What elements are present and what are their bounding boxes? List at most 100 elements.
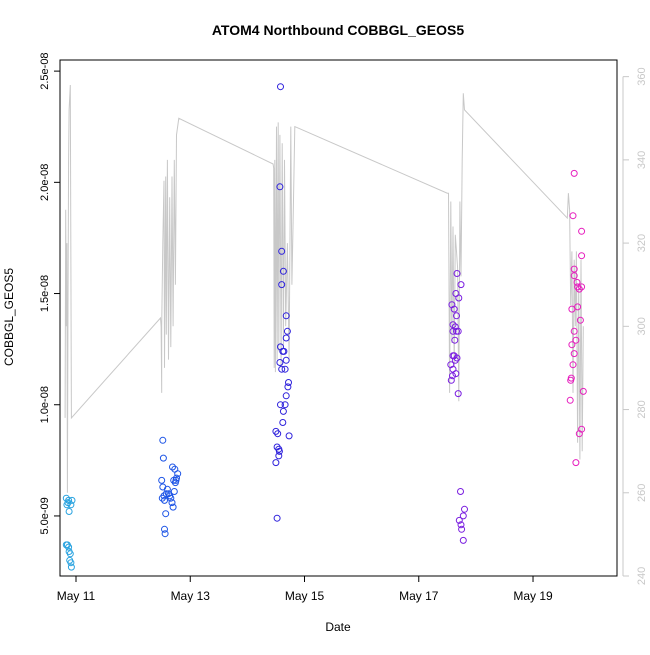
data-point-series-2 bbox=[275, 447, 283, 455]
data-point-series-2 bbox=[281, 365, 289, 373]
data-point-series-4 bbox=[567, 376, 575, 384]
data-point-series-0 bbox=[63, 501, 71, 509]
data-point-series-2 bbox=[277, 83, 284, 91]
data-point-series-1 bbox=[170, 488, 178, 495]
data-point-series-1 bbox=[161, 525, 168, 533]
data-point-series-2 bbox=[275, 452, 283, 460]
x-axis-label: Date bbox=[325, 620, 351, 634]
data-point-series-0 bbox=[67, 501, 75, 509]
y2-axis: 240 260 280 300 320 340 360 bbox=[622, 67, 648, 585]
data-point-series-3 bbox=[455, 294, 463, 302]
data-point-series-4 bbox=[570, 350, 578, 358]
y2-tick-label: 280 bbox=[636, 400, 648, 418]
data-point-series-1 bbox=[161, 530, 169, 538]
data-point-series-3 bbox=[457, 521, 465, 529]
data-point-series-2 bbox=[278, 281, 286, 289]
y2-tick-label: 360 bbox=[636, 67, 648, 85]
data-point-series-1 bbox=[163, 485, 171, 493]
data-point-series-2 bbox=[277, 401, 284, 409]
data-point-series-2 bbox=[279, 407, 287, 415]
data-point-series-2 bbox=[282, 312, 290, 320]
scatter-points-layer bbox=[62, 83, 587, 571]
data-point-series-1 bbox=[169, 503, 177, 511]
data-point-series-3 bbox=[451, 356, 459, 364]
data-point-series-4 bbox=[570, 327, 578, 335]
x-tick-label: May 17 bbox=[399, 589, 439, 603]
secondary-series-line bbox=[64, 84, 584, 493]
data-point-series-4 bbox=[568, 305, 576, 313]
data-point-series-4 bbox=[570, 169, 578, 177]
data-point-series-2 bbox=[276, 183, 284, 191]
data-point-series-3 bbox=[455, 516, 463, 524]
y-axis: 5.0e-09 1.0e-08 1.5e-08 2.0e-08 2.5e-08 bbox=[39, 52, 60, 535]
data-point-series-1 bbox=[159, 436, 167, 444]
data-point-series-3 bbox=[454, 327, 462, 335]
data-point-series-3 bbox=[459, 536, 467, 544]
data-point-series-2 bbox=[272, 427, 280, 435]
plot-frame bbox=[59, 59, 618, 577]
y-tick-label: 2.0e-08 bbox=[39, 164, 51, 201]
data-point-series-2 bbox=[279, 267, 287, 275]
data-point-series-2 bbox=[278, 247, 286, 255]
data-point-series-2 bbox=[282, 356, 290, 364]
data-point-series-3 bbox=[449, 321, 457, 329]
data-point-series-2 bbox=[273, 514, 281, 522]
data-point-series-0 bbox=[68, 496, 76, 504]
data-point-series-3 bbox=[453, 270, 461, 277]
x-tick-label: May 19 bbox=[513, 589, 553, 603]
x-tick-label: May 11 bbox=[57, 589, 96, 603]
data-point-series-3 bbox=[459, 512, 467, 520]
data-point-series-3 bbox=[457, 488, 464, 495]
data-point-series-2 bbox=[282, 334, 290, 342]
y-tick-label: 1.0e-08 bbox=[39, 386, 51, 423]
data-point-series-3 bbox=[449, 327, 457, 335]
data-point-series-4 bbox=[569, 361, 577, 369]
data-point-series-4 bbox=[572, 336, 580, 344]
data-point-series-1 bbox=[159, 454, 167, 462]
data-point-series-2 bbox=[285, 379, 292, 386]
data-point-series-3 bbox=[453, 312, 460, 320]
data-point-series-4 bbox=[575, 285, 583, 293]
data-point-series-4 bbox=[570, 272, 578, 280]
data-point-series-4 bbox=[578, 227, 586, 235]
x-axis: May 11 May 13 May 15 May 17 May 19 bbox=[57, 576, 553, 603]
y2-tick-label: 240 bbox=[636, 567, 648, 585]
data-point-series-2 bbox=[284, 383, 292, 391]
y2-tick-label: 320 bbox=[636, 234, 648, 252]
data-point-series-4 bbox=[574, 283, 582, 291]
data-point-series-0 bbox=[65, 543, 73, 551]
y2-tick-label: 340 bbox=[636, 151, 648, 169]
data-point-series-1 bbox=[161, 496, 168, 504]
data-point-series-1 bbox=[172, 476, 180, 484]
data-point-series-4 bbox=[576, 316, 584, 324]
data-point-series-4 bbox=[573, 278, 581, 286]
y-tick-label: 1.5e-08 bbox=[39, 275, 51, 312]
data-point-series-3 bbox=[450, 305, 458, 313]
data-point-series-0 bbox=[65, 508, 73, 515]
data-point-series-3 bbox=[451, 336, 459, 344]
data-point-series-3 bbox=[454, 390, 462, 398]
y2-tick-label: 300 bbox=[636, 317, 648, 335]
data-point-series-2 bbox=[279, 347, 287, 355]
x-tick-label: May 15 bbox=[285, 589, 325, 603]
data-point-series-1 bbox=[171, 465, 179, 473]
x-tick-label: May 13 bbox=[171, 589, 211, 603]
data-point-series-3 bbox=[461, 505, 468, 513]
data-point-series-2 bbox=[283, 327, 291, 335]
chart-title: ATOM4 Northbound COBBGL_GEOS5 bbox=[212, 22, 464, 38]
data-point-series-4 bbox=[568, 341, 576, 349]
data-point-series-0 bbox=[67, 563, 75, 571]
data-point-series-3 bbox=[457, 281, 465, 289]
data-point-series-4 bbox=[578, 252, 586, 260]
y2-tick-label: 260 bbox=[636, 484, 648, 502]
data-point-series-0 bbox=[67, 559, 75, 567]
y-tick-label: 2.5e-08 bbox=[39, 52, 51, 89]
data-point-series-2 bbox=[276, 359, 284, 366]
data-point-series-2 bbox=[274, 430, 282, 438]
data-point-series-1 bbox=[168, 499, 176, 507]
data-point-series-4 bbox=[575, 430, 583, 438]
data-point-series-3 bbox=[458, 525, 466, 533]
